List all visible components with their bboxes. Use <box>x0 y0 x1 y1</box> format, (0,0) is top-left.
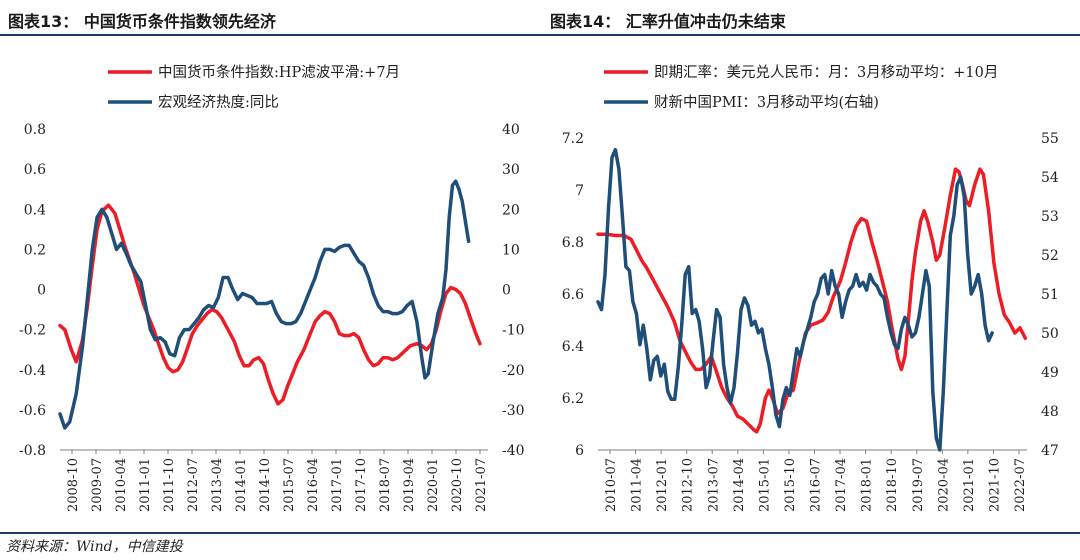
y-left-tick-label: -0.2 <box>19 323 46 339</box>
x-tick-label: 2008-10 <box>66 458 81 512</box>
x-tick-label: 2020-01 <box>426 458 441 512</box>
y-left-tick-label: 0.2 <box>24 242 46 258</box>
chart-monetary-conditions: -0.8 -0.6 -0.4 -0.2 0 0.2 0.4 0.6 0.8 -40 -30 -20 -1… <box>19 64 525 512</box>
y-left-tick-label: 0.6 <box>24 162 46 178</box>
x-tick-label: 2014-10 <box>258 458 273 512</box>
series-line-red <box>58 203 482 406</box>
x-tick-label: 2011-01 <box>138 458 153 512</box>
x-tick-label: 2019-07 <box>911 458 926 512</box>
legend-label: 中国货币条件指数:HP滤波平滑:+7月 <box>158 64 400 81</box>
x-tick-label: 2010-04 <box>114 458 129 512</box>
x-tick-label: 2014-04 <box>732 458 747 512</box>
y-right-tick-label: 49 <box>1041 365 1059 381</box>
series-line-red <box>596 167 1028 434</box>
y-right-tick-label: 51 <box>1041 287 1059 303</box>
x-tick-label: 2018-01 <box>860 458 875 512</box>
y-left-tick-label: 6.8 <box>562 235 584 251</box>
y-right-tick-label: -10 <box>502 323 525 339</box>
top-divider <box>0 34 1080 36</box>
x-tick-label: 2010-07 <box>604 458 619 512</box>
x-tick-label: 2017-01 <box>330 458 345 512</box>
y-right-tick-label: 30 <box>502 162 520 178</box>
series-line-blue <box>58 179 471 430</box>
y-left-tick-label: -0.8 <box>19 443 46 459</box>
x-tick-label: 2020-04 <box>936 458 951 512</box>
legend-label: 即期汇率：美元兑人民币：月：3月移动平均：+10月 <box>654 64 998 81</box>
y-right-tick-label: 54 <box>1041 170 1059 186</box>
x-tick-label: 2009-07 <box>90 458 105 512</box>
y-right-tick-label: -30 <box>502 403 525 419</box>
y-right-tick-label: 20 <box>502 202 520 218</box>
x-tick-label: 2017-10 <box>354 458 369 512</box>
x-tick-label: 2012-01 <box>655 458 670 512</box>
y-left-tick-label: 0.8 <box>24 122 46 138</box>
y-left-tick-label: -0.4 <box>19 363 46 379</box>
y-left-tick-label: 0.4 <box>24 202 46 218</box>
y-left-tick-label: -0.6 <box>19 403 46 419</box>
y-left-tick-label: 6.2 <box>562 391 584 407</box>
y-right-tick-label: 47 <box>1041 443 1059 459</box>
x-tick-label: 2020-10 <box>450 458 465 512</box>
y-right-tick-label: -40 <box>502 443 525 459</box>
x-tick-label: 2011-04 <box>630 458 645 512</box>
y-right-tick-label: 0 <box>502 283 511 299</box>
bottom-divider <box>0 532 1080 534</box>
y-left-tick-label: 6 <box>575 443 584 459</box>
y-left-tick-label: 0 <box>37 283 46 299</box>
x-tick-label: 2018-10 <box>885 458 900 512</box>
y-left-tick-label: 6.6 <box>562 287 584 303</box>
x-tick-label: 2015-01 <box>757 458 772 512</box>
y-left-tick-label: 7.2 <box>562 131 584 147</box>
x-tick-label: 2015-07 <box>282 458 297 512</box>
y-right-tick-label: 52 <box>1041 248 1059 264</box>
x-tick-label: 2015-10 <box>783 458 798 512</box>
x-tick-label: 2012-10 <box>681 458 696 512</box>
x-tick-label: 2022-07 <box>1013 458 1028 512</box>
chart-exchange-rate-pmi: 6 6.2 6.4 6.6 6.8 7 7.2 47 48 49 50 51 52 53 54 55 2010-… <box>562 64 1059 512</box>
x-tick-label: 2016-04 <box>306 458 321 512</box>
y-left-tick-label: 7 <box>575 183 584 199</box>
x-tick-label: 2017-04 <box>834 458 849 512</box>
left-chart-title: 图表13： 中国货币条件指数领先经济 <box>8 12 276 31</box>
y-right-tick-label: 40 <box>502 122 520 138</box>
legend-label: 财新中国PMI：3月移动平均(右轴) <box>654 94 879 111</box>
x-tick-label: 2016-07 <box>809 458 824 512</box>
y-right-tick-label: 53 <box>1041 209 1059 225</box>
x-tick-label: 2019-04 <box>402 458 417 512</box>
y-right-tick-label: 55 <box>1041 131 1059 147</box>
y-right-tick-label: 10 <box>502 242 520 258</box>
x-tick-label: 2013-07 <box>706 458 721 512</box>
right-chart-title: 图表14： 汇率升值冲击仍未结束 <box>550 12 786 31</box>
x-tick-label: 2021-07 <box>474 458 489 512</box>
y-right-tick-label: 48 <box>1041 404 1059 420</box>
x-tick-label: 2021-01 <box>962 458 977 512</box>
x-tick-label: 2014-01 <box>234 458 249 512</box>
y-right-tick-label: -20 <box>502 363 525 379</box>
series-line-blue <box>596 147 994 452</box>
x-tick-label: 2011-10 <box>162 458 177 512</box>
source-note: 资料来源：Wind，中信建投 <box>6 539 183 555</box>
x-tick-label: 2021-10 <box>987 458 1002 512</box>
y-right-tick-label: 50 <box>1041 326 1059 342</box>
y-left-tick-label: 6.4 <box>562 339 584 355</box>
legend-label: 宏观经济热度:同比 <box>158 94 279 111</box>
x-tick-label: 2012-07 <box>186 458 201 512</box>
x-tick-label: 2018-07 <box>378 458 393 512</box>
x-tick-label: 2013-04 <box>210 458 225 512</box>
